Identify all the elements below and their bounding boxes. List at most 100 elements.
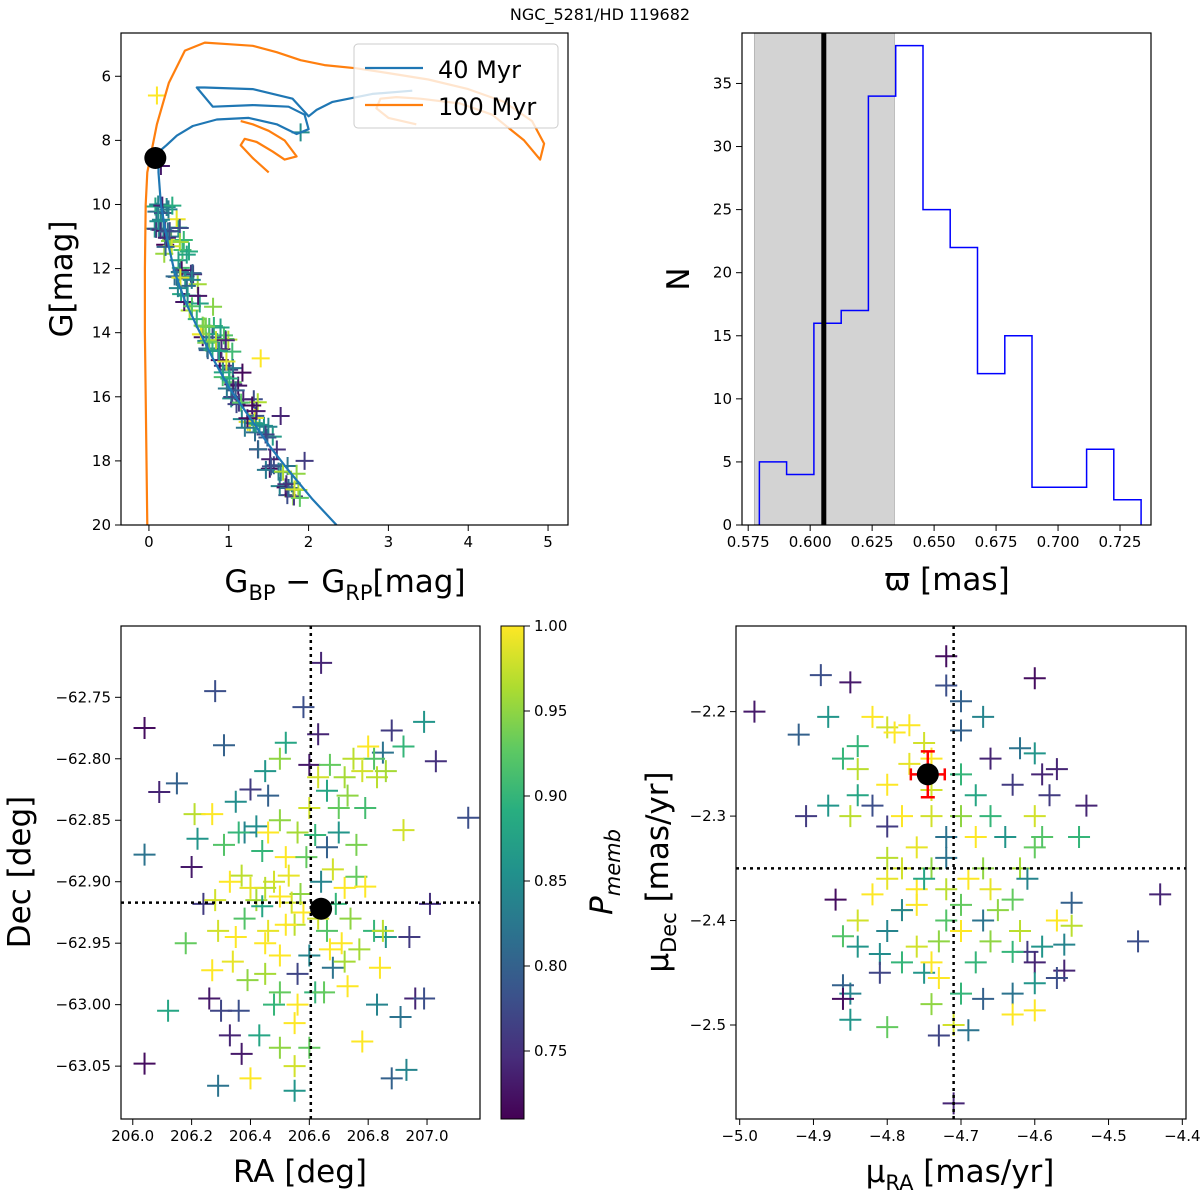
colorbar-ticks: 0.75 0.80 0.85 0.90 0.95 1.00 bbox=[524, 617, 567, 1060]
cmd-point bbox=[216, 331, 235, 350]
radec-point bbox=[395, 1058, 418, 1081]
radec-y-tick-label-6: −63.05 bbox=[55, 1057, 111, 1075]
cmd-point bbox=[147, 86, 166, 105]
radec-point bbox=[224, 790, 247, 813]
parallax-y-tick-label-0: 0 bbox=[722, 516, 732, 534]
radec-x-axis-label: RA [deg] bbox=[233, 1154, 367, 1190]
isochrone-40myr-line bbox=[157, 86, 413, 525]
radec-point bbox=[207, 919, 230, 942]
cmd-y-tick-label-3: 12 bbox=[92, 260, 111, 278]
radec-point bbox=[286, 962, 309, 985]
radec-point bbox=[254, 760, 277, 783]
cmd-x-tick-label-3: 3 bbox=[384, 533, 394, 551]
radec-point bbox=[277, 864, 300, 887]
proper-motion-point bbox=[964, 784, 987, 807]
proper-motion-point bbox=[861, 883, 884, 906]
radec-point bbox=[321, 858, 344, 881]
proper-motion-point bbox=[972, 705, 995, 728]
radec-point bbox=[174, 932, 197, 955]
parallax-y-tick-label-1: 5 bbox=[722, 453, 732, 471]
radec-point bbox=[268, 885, 291, 908]
radec-point bbox=[327, 796, 350, 819]
proper-motion-x-axis-label: μRA [mas/yr] bbox=[866, 1154, 1055, 1192]
cmd-y-tick-label-6: 18 bbox=[92, 452, 111, 470]
parallax-y-tick-label-5: 25 bbox=[713, 201, 732, 219]
proper-motion-point bbox=[831, 987, 854, 1010]
radec-point bbox=[371, 919, 394, 942]
radec-point bbox=[148, 780, 171, 803]
cmd-point bbox=[204, 297, 223, 316]
cmd-y-tick-label-2: 10 bbox=[92, 195, 111, 213]
radec-point bbox=[210, 999, 233, 1022]
radec-point bbox=[257, 821, 280, 844]
radec-point bbox=[295, 846, 318, 869]
parallax-y-tick-label-2: 10 bbox=[713, 390, 732, 408]
proper-motion-point bbox=[950, 919, 972, 942]
cmd-point bbox=[229, 376, 248, 395]
figure-title: NGC_5281/HD 119682 bbox=[510, 5, 690, 25]
radec-point bbox=[424, 750, 447, 773]
proper-motion-point bbox=[1009, 919, 1032, 942]
proper-motion-point bbox=[861, 794, 884, 817]
radec-point bbox=[180, 855, 203, 878]
proper-motion-point bbox=[972, 987, 995, 1010]
proper-motion-point bbox=[1068, 825, 1091, 848]
proper-motion-point bbox=[935, 674, 958, 697]
radec-point bbox=[248, 1024, 271, 1047]
radec-point bbox=[371, 741, 394, 764]
radec-point bbox=[392, 735, 415, 758]
radec-point bbox=[198, 987, 221, 1010]
radec-point bbox=[133, 717, 156, 740]
proper-motion-point bbox=[1031, 763, 1054, 786]
proper-motion-panel: −5.0 −4.9 −4.8 −4.7 −4.6 −4.5 −4.4 −2.2 −2.3 −2.4… bbox=[640, 625, 1200, 1192]
cmd-point bbox=[235, 418, 254, 437]
radec-point bbox=[227, 821, 250, 844]
cmd-point bbox=[196, 317, 215, 336]
radec-point bbox=[413, 710, 436, 733]
colorbar-tick-label-4: 0.95 bbox=[534, 702, 567, 720]
cmd-point bbox=[210, 342, 229, 361]
radec-y-tick-label-4: −62.95 bbox=[55, 934, 111, 952]
proper-motion-point bbox=[1149, 883, 1172, 906]
cmd-x-tick-label-2: 2 bbox=[304, 533, 314, 551]
proper-motion-point bbox=[1127, 930, 1150, 953]
radec-point bbox=[318, 753, 341, 776]
proper-motion-point bbox=[876, 1016, 899, 1039]
radec-point bbox=[133, 843, 156, 866]
cmd-point bbox=[261, 457, 280, 476]
proper-motion-point bbox=[1053, 933, 1076, 956]
proper-motion-point bbox=[979, 930, 1002, 953]
cmd-plot-area bbox=[143, 41, 546, 525]
proper-motion-point bbox=[890, 951, 913, 974]
parallax-x-tick-label-1: 0.600 bbox=[789, 533, 832, 551]
proper-motion-point bbox=[1045, 909, 1068, 932]
cmd-point bbox=[182, 270, 201, 289]
proper-motion-point bbox=[876, 773, 899, 796]
radec-point bbox=[257, 919, 280, 942]
proper-motion-point bbox=[1060, 914, 1083, 937]
radec-point bbox=[233, 907, 256, 930]
radec-point bbox=[298, 944, 321, 967]
cmd-y-tick-label-0: 6 bbox=[101, 67, 111, 85]
radec-point bbox=[274, 846, 297, 869]
radec-point bbox=[336, 975, 359, 998]
cmd-point bbox=[182, 297, 201, 316]
radec-point bbox=[354, 875, 377, 898]
radec-y-tick-label-0: −62.75 bbox=[55, 688, 111, 706]
parallax-x-tick-label-4: 0.675 bbox=[975, 533, 1018, 551]
cmd-point bbox=[171, 268, 190, 287]
radec-point bbox=[239, 778, 262, 801]
proper-motion-x-tick-label-2: −4.8 bbox=[869, 1127, 905, 1145]
proper-motion-x-tick-label-4: −4.6 bbox=[1017, 1127, 1053, 1145]
cmd-point bbox=[238, 409, 257, 428]
proper-motion-point bbox=[876, 919, 899, 942]
proper-motion-point bbox=[809, 664, 832, 687]
colorbar-label: Pmemb bbox=[584, 829, 625, 915]
proper-motion-point bbox=[1001, 888, 1024, 911]
radec-point bbox=[413, 987, 436, 1010]
radec-point bbox=[380, 719, 403, 742]
radec-point bbox=[313, 981, 336, 1004]
proper-motion-point bbox=[964, 825, 987, 848]
parallax-y-tick-label-7: 35 bbox=[713, 74, 732, 92]
cmd-point bbox=[163, 196, 182, 215]
